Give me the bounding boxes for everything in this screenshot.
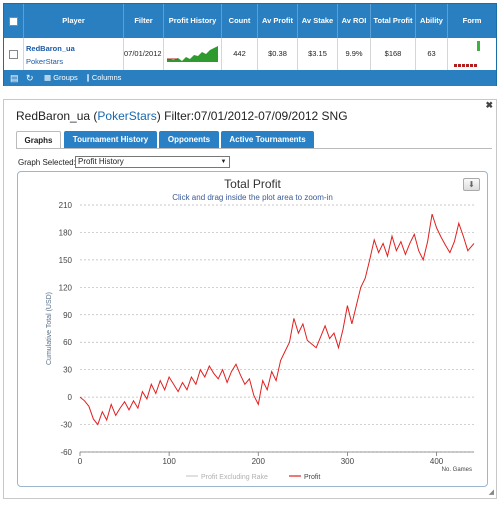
col-header-av-stake[interactable]: Av Stake	[298, 4, 338, 38]
close-icon[interactable]: ✖	[485, 100, 493, 110]
x-tick-label: 200	[252, 457, 266, 466]
profit-sparkline	[167, 46, 218, 62]
col-header-ability[interactable]: Ability	[416, 4, 448, 38]
col-header-filter[interactable]: Filter	[124, 4, 164, 38]
col-header-profit-history[interactable]: Profit History	[164, 4, 222, 38]
y-tick-label: -30	[60, 421, 72, 430]
col-header-count[interactable]: Count	[222, 4, 258, 38]
player-name-link[interactable]: RedBaron_ua	[26, 44, 75, 53]
sparkline-area	[167, 46, 218, 62]
tab-divider	[16, 148, 492, 149]
delete-icon[interactable]: ▤	[10, 73, 19, 83]
detail-player-name: RedBaron_ua	[16, 109, 91, 123]
av-roi-cell: 9.9%	[338, 38, 371, 70]
tab-tournament-history[interactable]: Tournament History	[64, 131, 157, 149]
graph-selected-label: Graph Selected:	[18, 158, 76, 167]
y-tick-label: 180	[59, 228, 73, 237]
columns-icon: ∥	[86, 73, 90, 82]
graph-select-dropdown[interactable]: Profit History ▼	[75, 156, 230, 168]
select-all-checkbox[interactable]	[9, 16, 18, 26]
col-header-av-profit[interactable]: Av Profit	[258, 4, 298, 38]
detail-filter-text: Filter:07/01/2012-07/09/2012 SNG	[164, 109, 348, 123]
col-header-player[interactable]: Player	[24, 4, 124, 38]
detail-site-link[interactable]: PokerStars	[97, 109, 157, 123]
ability-cell: 63	[416, 38, 448, 70]
col-header-form[interactable]: Form	[462, 16, 482, 25]
col-header-total-profit[interactable]: Total Profit	[371, 4, 416, 38]
detail-site-open-paren: (	[93, 109, 98, 123]
y-axis-label: Cumulative Total (USD)	[46, 292, 53, 365]
x-tick-label: 100	[162, 457, 176, 466]
chart-title: Total Profit	[224, 177, 281, 191]
row-select-cell	[4, 38, 24, 70]
site-link[interactable]: PokerStars	[26, 57, 64, 66]
tab-opponents[interactable]: Opponents	[159, 131, 219, 149]
y-tick-label: -60	[60, 448, 72, 457]
y-tick-label: 90	[63, 311, 72, 320]
chart-subtitle: Click and drag inside the plot area to z…	[172, 193, 333, 202]
tab-graphs[interactable]: Graphs	[16, 131, 61, 149]
row-checkbox[interactable]	[9, 49, 18, 59]
player-detail-panel: ✖ RedBaron_ua (PokerStars) Filter:07/01/…	[3, 99, 497, 499]
y-tick-label: 0	[68, 393, 73, 402]
x-axis-label: No. Games	[442, 467, 472, 473]
chart-container[interactable]: 210 180 150 120 90 60 30 0 -30 -60 0 100 200 300 400 Cu…	[17, 171, 488, 487]
table-header-row: Player Filter Profit History Count Av Pr…	[4, 4, 496, 38]
table-toolbar: ▤ ↻ ▦ Groups ∥ Columns	[4, 70, 496, 86]
y-tick-label: 60	[63, 338, 72, 347]
table-row[interactable]: RedBaron_ua PokerStars 07/01/2012 442 $0…	[4, 38, 496, 70]
download-icon: ⬇	[468, 180, 475, 189]
player-cell: RedBaron_ua PokerStars	[24, 38, 124, 70]
refresh-icon[interactable]: ↻	[26, 73, 34, 83]
profit-history-cell	[164, 38, 222, 70]
detail-site-close-paren: )	[156, 109, 161, 123]
form-bars	[454, 60, 478, 69]
form-cell	[448, 38, 496, 70]
chevron-down-icon: ▼	[220, 159, 227, 165]
filter-cell: 07/01/2012	[124, 38, 164, 70]
x-tick-label: 0	[78, 457, 83, 466]
columns-button[interactable]: ∥ Columns	[86, 70, 121, 86]
y-tick-label: 150	[59, 256, 73, 265]
download-button[interactable]: ⬇	[463, 178, 480, 191]
y-tick-label: 210	[59, 201, 73, 210]
series-line-1	[79, 213, 475, 426]
y-tick-label: 30	[63, 366, 72, 375]
columns-label: Columns	[91, 73, 122, 82]
player-table: Player Filter Profit History Count Av Pr…	[3, 3, 497, 86]
av-profit-cell: $0.38	[258, 38, 298, 70]
col-header-av-roi[interactable]: Av ROI	[338, 4, 371, 38]
resize-grip-icon[interactable]: ◢	[488, 489, 494, 496]
x-tick-label: 300	[341, 457, 355, 466]
count-cell: 442	[222, 38, 258, 70]
y-tick-label: 120	[59, 283, 73, 292]
groups-label: Groups	[53, 73, 78, 82]
groups-icon: ▦	[44, 73, 52, 82]
detail-title: RedBaron_ua (PokerStars) Filter:07/01/20…	[16, 109, 348, 123]
tab-active-tournaments[interactable]: Active Tournaments	[221, 131, 314, 149]
select-all-cell	[4, 4, 24, 38]
legend-label-1: Profit	[304, 474, 320, 481]
form-indicator	[477, 41, 480, 51]
av-stake-cell: $3.15	[298, 38, 338, 70]
groups-button[interactable]: ▦ Groups	[44, 70, 78, 86]
total-profit-cell: $168	[371, 38, 416, 70]
legend-label-0: Profit Excluding Rake	[201, 474, 268, 481]
graph-select-value: Profit History	[78, 157, 124, 166]
x-tick-label: 400	[430, 457, 444, 466]
